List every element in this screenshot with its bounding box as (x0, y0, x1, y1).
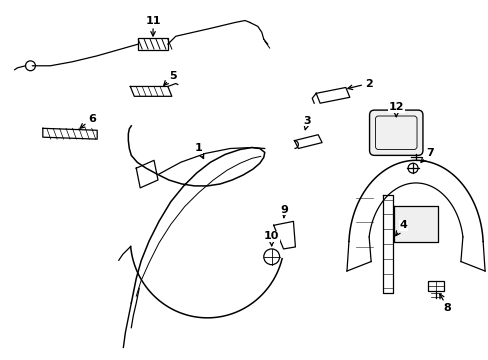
Text: 3: 3 (303, 116, 310, 130)
Text: 4: 4 (395, 220, 407, 236)
Text: 7: 7 (420, 148, 433, 162)
Text: 11: 11 (145, 15, 161, 36)
Polygon shape (393, 206, 437, 242)
Text: 2: 2 (347, 78, 372, 90)
Bar (427, 282, 443, 291)
Text: 6: 6 (80, 114, 96, 128)
Text: 12: 12 (387, 102, 403, 117)
Text: 8: 8 (439, 294, 450, 313)
Text: 10: 10 (264, 231, 279, 246)
Text: 1: 1 (194, 144, 203, 158)
Bar (138, 38, 167, 50)
Text: 5: 5 (163, 71, 176, 85)
Text: 9: 9 (280, 204, 288, 218)
FancyBboxPatch shape (369, 110, 422, 156)
